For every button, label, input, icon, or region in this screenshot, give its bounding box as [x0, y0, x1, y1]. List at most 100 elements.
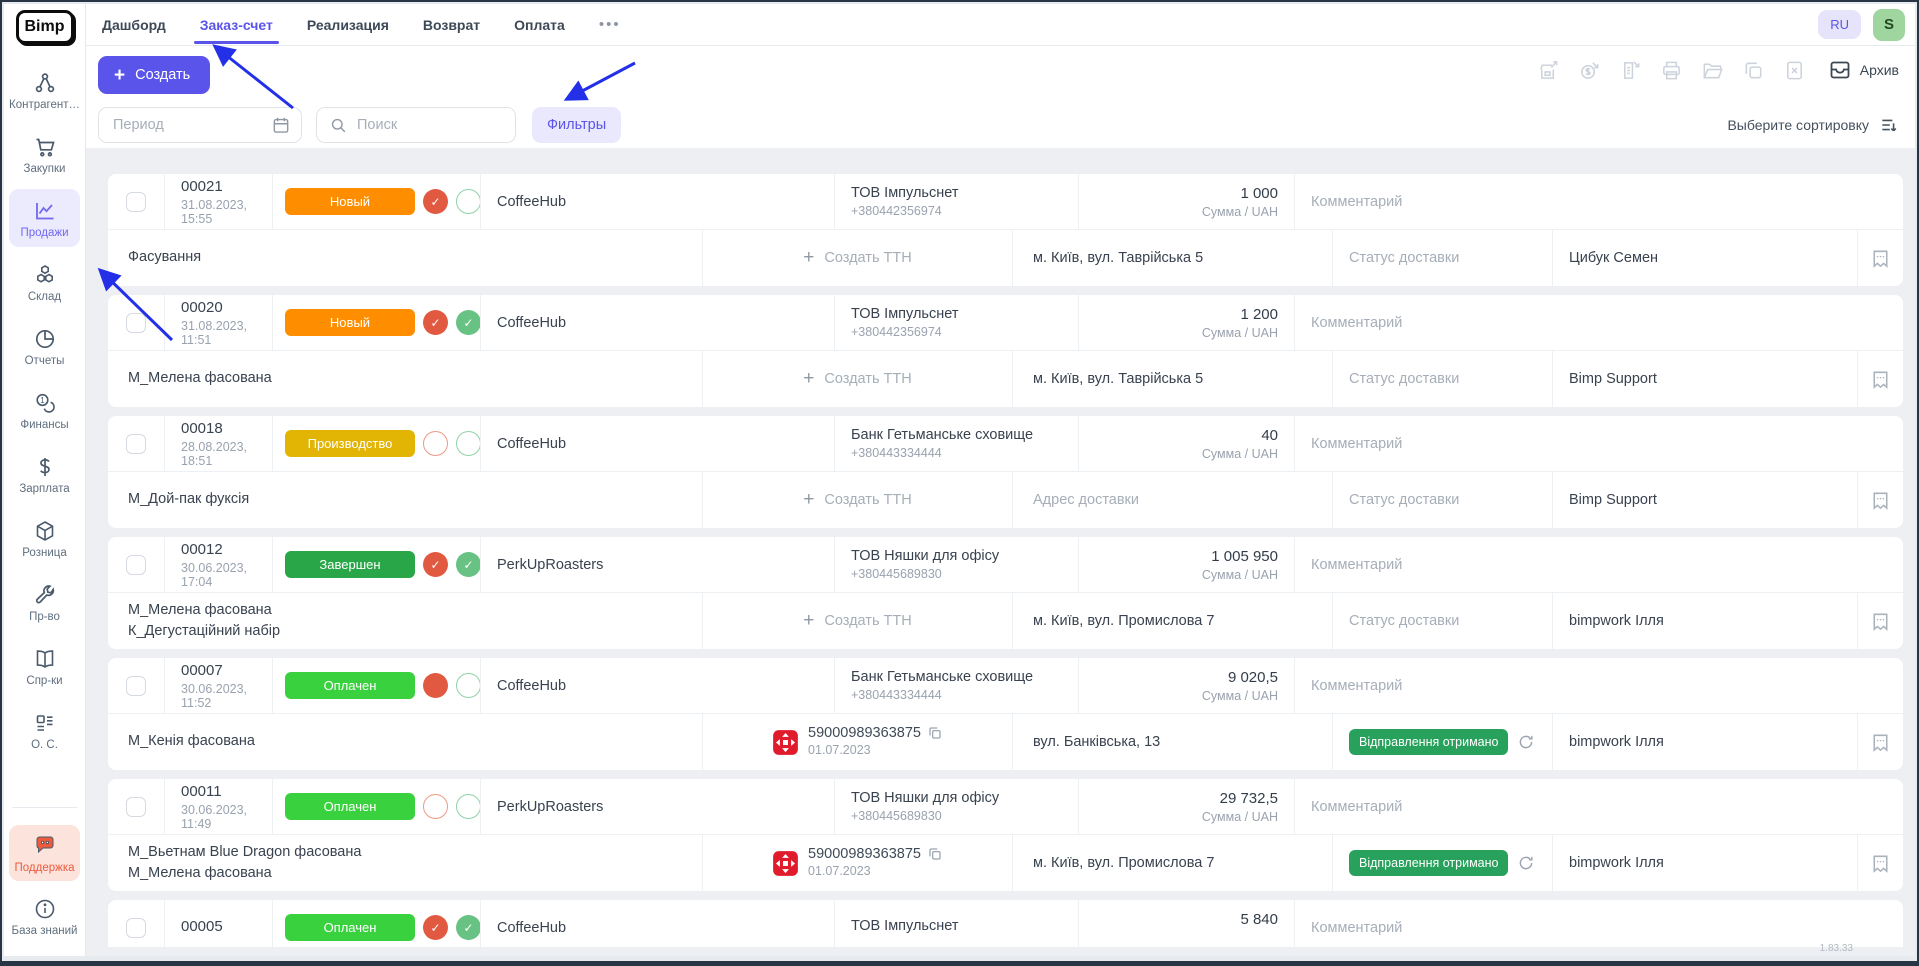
client-name[interactable]: CoffeeHub — [497, 314, 567, 331]
sidebar-item-support[interactable]: Поддержка — [9, 825, 80, 881]
comment-cell[interactable]: Комментарий — [1294, 900, 1903, 947]
sidebar-item-contractors[interactable]: Контрагент… — [9, 61, 80, 119]
tab-realization[interactable]: Реализация — [306, 16, 389, 33]
order-number-cell[interactable]: 00012 30.06.2023, 17:04 — [164, 537, 272, 592]
address-cell[interactable]: м. Київ, вул. Таврійська 5 — [1012, 351, 1332, 407]
sidebar-item-purchases[interactable]: Закупки — [9, 125, 80, 183]
responsible-cell[interactable]: bimpwork Ілля — [1552, 835, 1857, 891]
payment-flag-icon[interactable] — [423, 673, 448, 698]
ttn-number[interactable]: 59000989363875 — [808, 846, 921, 862]
refresh-icon[interactable] — [1517, 854, 1535, 872]
bookmark-tag-icon[interactable] — [1869, 731, 1892, 754]
shipment-flag-icon[interactable] — [456, 431, 481, 456]
bookmark-tag-icon[interactable] — [1869, 489, 1892, 512]
refresh-icon[interactable] — [1517, 733, 1535, 751]
row-checkbox[interactable] — [126, 796, 146, 817]
comment-cell[interactable]: Комментарий — [1294, 537, 1903, 592]
tab-order-invoice[interactable]: Заказ-счет — [193, 6, 280, 44]
address-cell[interactable]: вул. Банківська, 13 — [1012, 714, 1332, 770]
delivery-status-cell[interactable]: Статус доставки Відправлення отримано — [1332, 714, 1552, 770]
responsible-cell[interactable]: Bimp Support — [1552, 351, 1857, 407]
document-export-icon[interactable] — [1619, 58, 1643, 82]
shipment-flag-icon[interactable] — [456, 794, 481, 819]
shipment-flag-icon[interactable]: ✓ — [456, 915, 481, 940]
status-badge[interactable]: Оплачен — [285, 914, 415, 941]
delivery-status-cell[interactable]: Статус доставки — [1332, 593, 1552, 649]
create-ttn-button[interactable]: + Создать ТТН — [803, 610, 912, 631]
copy-icon[interactable] — [927, 725, 943, 741]
sort-selector[interactable]: Выберите сортировку — [1727, 115, 1899, 135]
order-number-cell[interactable]: 00005 — [164, 900, 272, 947]
responsible-cell[interactable]: Bimp Support — [1552, 472, 1857, 528]
payment-flag-icon[interactable]: ✓ — [423, 310, 448, 335]
status-badge[interactable]: Оплачен — [285, 672, 415, 699]
print-icon[interactable] — [1660, 58, 1684, 82]
filters-button[interactable]: Фильтры — [532, 107, 622, 143]
responsible-cell[interactable]: Цибук Семен — [1552, 230, 1857, 286]
bookmark-tag-icon[interactable] — [1869, 368, 1892, 391]
payment-flag-icon[interactable]: ✓ — [423, 189, 448, 214]
sidebar-item-os[interactable]: О. С. — [9, 701, 80, 759]
create-ttn-button[interactable]: + Создать ТТН — [803, 247, 912, 268]
shipment-flag-icon[interactable] — [456, 673, 481, 698]
create-ttn-button[interactable]: + Создать ТТН — [803, 368, 912, 389]
tab-return[interactable]: Возврат — [422, 16, 481, 33]
delivery-status-cell[interactable]: Статус доставки — [1332, 351, 1552, 407]
order-number-cell[interactable]: 00018 28.08.2023, 18:51 — [164, 416, 272, 471]
delivery-status-cell[interactable]: Статус доставки — [1332, 472, 1552, 528]
create-button[interactable]: + Создать — [98, 56, 211, 94]
sidebar-item-finances[interactable]: 1 Финансы — [9, 381, 80, 439]
comment-cell[interactable]: Комментарий — [1294, 416, 1903, 471]
copy-icon[interactable] — [1742, 58, 1766, 82]
delivery-status-badge[interactable]: Відправлення отримано — [1349, 850, 1509, 876]
order-number-cell[interactable]: 00011 30.06.2023, 11:49 — [164, 779, 272, 834]
sidebar-item-retail[interactable]: Розница — [9, 509, 80, 567]
payment-flag-icon[interactable] — [423, 794, 448, 819]
ttn-number[interactable]: 59000989363875 — [808, 725, 921, 741]
sidebar-item-knowledge-base[interactable]: База знаний — [9, 887, 80, 945]
row-checkbox[interactable] — [126, 554, 146, 575]
row-checkbox[interactable] — [126, 433, 146, 454]
copy-icon[interactable] — [927, 846, 943, 862]
comment-cell[interactable]: Комментарий — [1294, 779, 1903, 834]
comment-cell[interactable]: Комментарий — [1294, 295, 1903, 350]
order-number-cell[interactable]: 00007 30.06.2023, 11:52 — [164, 658, 272, 713]
sidebar-item-reports[interactable]: Отчеты — [9, 317, 80, 375]
payment-flag-icon[interactable] — [423, 431, 448, 456]
address-cell[interactable]: Адрес доставки — [1012, 472, 1332, 528]
delivery-status-cell[interactable]: Статус доставки Відправлення отримано — [1332, 835, 1552, 891]
shipment-flag-icon[interactable] — [456, 189, 481, 214]
comment-cell[interactable]: Комментарий — [1294, 174, 1903, 229]
row-checkbox[interactable] — [126, 917, 146, 938]
responsible-cell[interactable]: bimpwork Ілля — [1552, 714, 1857, 770]
client-name[interactable]: CoffeeHub — [497, 919, 567, 936]
sidebar-item-production[interactable]: Пр-во — [9, 573, 80, 631]
partner-name[interactable]: ТОВ Імпульснет — [851, 306, 959, 322]
comment-cell[interactable]: Комментарий — [1294, 658, 1903, 713]
store-export-icon[interactable] — [1537, 58, 1561, 82]
create-ttn-button[interactable]: + Создать ТТН — [803, 489, 912, 510]
status-badge[interactable]: Производство — [285, 430, 415, 457]
tabs-more-icon[interactable]: ••• — [598, 16, 621, 33]
status-badge[interactable]: Новый — [285, 309, 415, 336]
address-cell[interactable]: м. Київ, вул. Таврійська 5 — [1012, 230, 1332, 286]
address-cell[interactable]: м. Київ, вул. Промислова 7 — [1012, 593, 1332, 649]
file-cancel-icon[interactable] — [1783, 58, 1807, 82]
partner-name[interactable]: ТОВ Няшки для офісу — [851, 548, 1000, 564]
bookmark-tag-icon[interactable] — [1869, 610, 1892, 633]
bimp-logo[interactable]: Bimp — [15, 10, 74, 44]
partner-name[interactable]: ТОВ Няшки для офісу — [851, 790, 1000, 806]
sidebar-item-directories[interactable]: Спр-ки — [9, 637, 80, 695]
status-badge[interactable]: Оплачен — [285, 793, 415, 820]
tab-payment[interactable]: Оплата — [514, 16, 565, 33]
archive-button[interactable]: Архив — [1828, 58, 1899, 82]
order-number-cell[interactable]: 00020 31.08.2023, 11:51 — [164, 295, 272, 350]
sidebar-item-sales[interactable]: Продажи — [9, 189, 80, 247]
client-name[interactable]: CoffeeHub — [497, 435, 567, 452]
client-name[interactable]: PerkUpRoasters — [497, 798, 604, 815]
client-name[interactable]: PerkUpRoasters — [497, 556, 604, 573]
delivery-status-badge[interactable]: Відправлення отримано — [1349, 729, 1509, 755]
payment-flag-icon[interactable]: ✓ — [423, 915, 448, 940]
shipment-flag-icon[interactable]: ✓ — [456, 310, 481, 335]
shipment-flag-icon[interactable]: ✓ — [456, 552, 481, 577]
